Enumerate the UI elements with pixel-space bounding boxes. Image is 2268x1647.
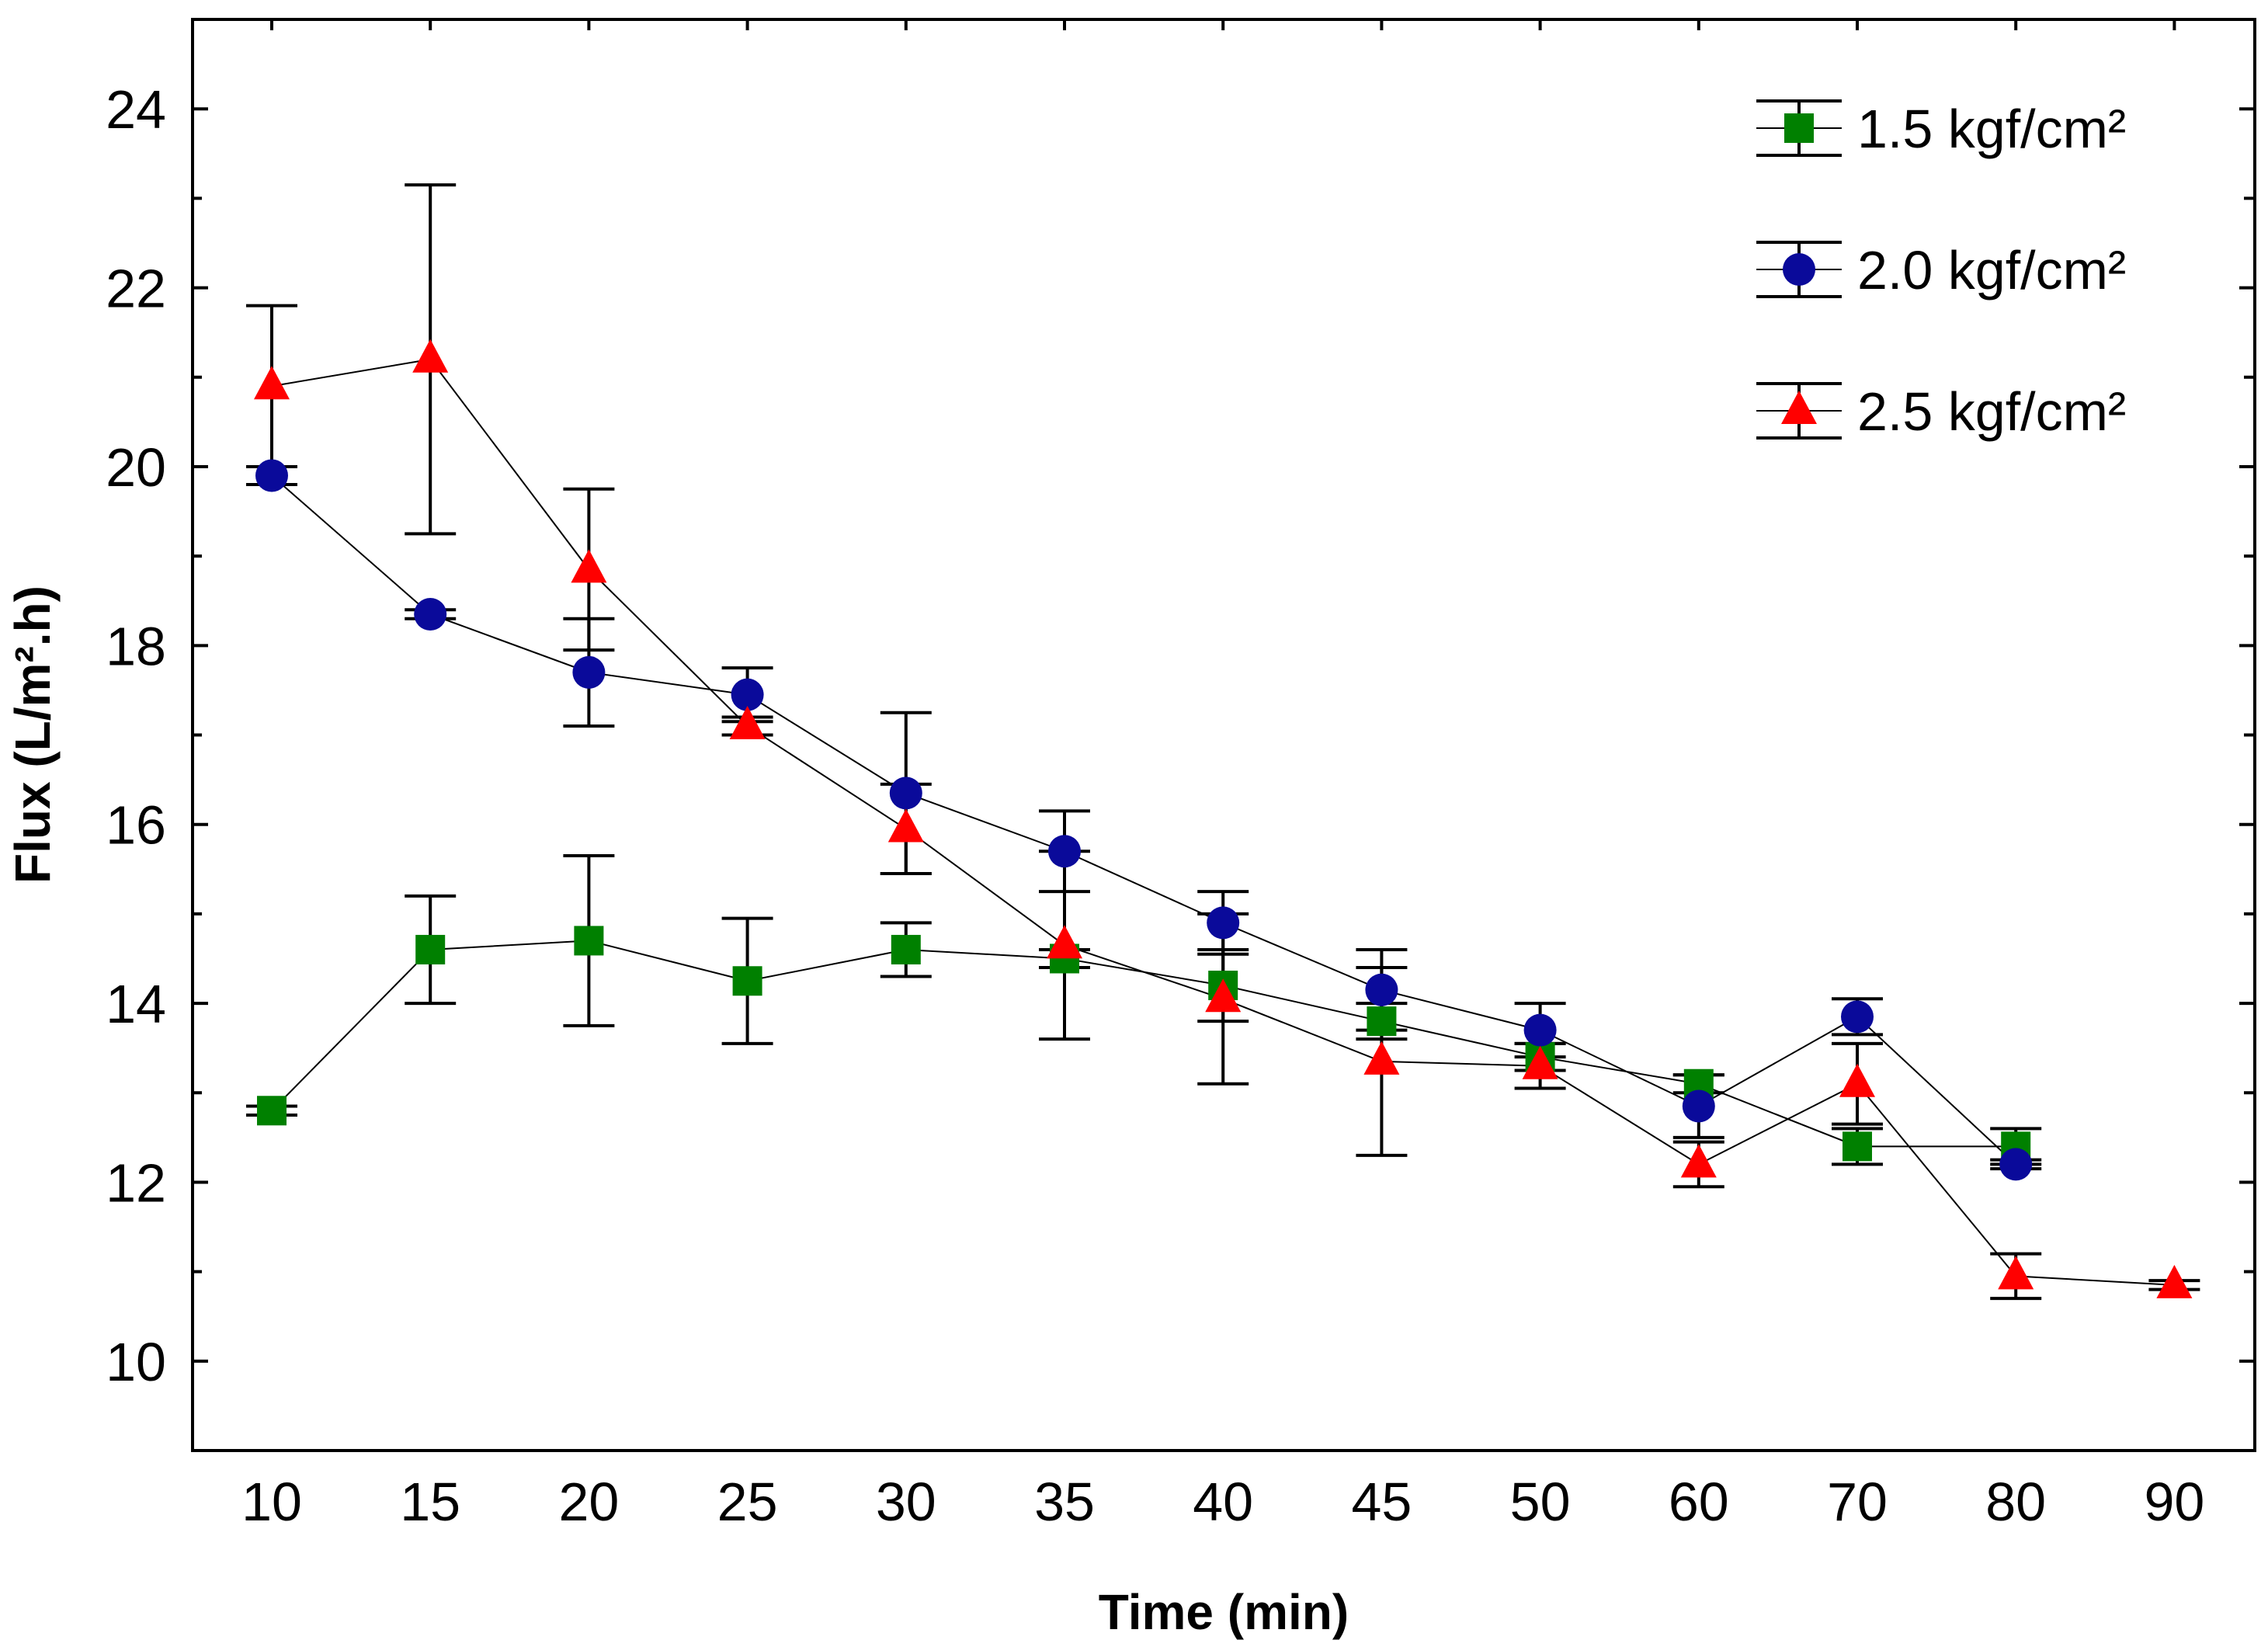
marker-1-5-kgf-cm-20 [574, 926, 604, 956]
marker-2-0-kgf-cm-25 [731, 678, 764, 711]
marker-1-5-kgf-cm-15 [415, 934, 446, 964]
marker-2-0-kgf-cm-45 [1365, 973, 1398, 1006]
legend-label-2-0-kgf-cm: 2.0 kgf/cm² [1857, 240, 2126, 301]
y-tick-label-18: 18 [106, 616, 166, 676]
y-tick-label-10: 10 [106, 1332, 166, 1392]
x-axis-title: Time (min) [1099, 1584, 1349, 1640]
marker-2-0-kgf-cm-50 [1523, 1013, 1557, 1047]
y-tick-label-14: 14 [106, 974, 166, 1034]
marker-2-0-kgf-cm-30 [889, 777, 922, 810]
marker-2-5-kgf-cm-35 [1047, 925, 1082, 959]
marker-2-0-kgf-cm-60 [1682, 1089, 1715, 1123]
y-tick-label-12: 12 [106, 1152, 166, 1213]
y-tick-label-20: 20 [106, 437, 166, 498]
marker-2-0-kgf-cm-15 [414, 597, 447, 631]
marker-1-5-kgf-cm-25 [732, 966, 762, 996]
x-tick-label-50: 50 [1510, 1472, 1571, 1532]
y-tick-label-24: 24 [106, 79, 166, 140]
marker-2-5-kgf-cm-30 [887, 808, 924, 843]
markers-layer [254, 339, 2193, 1298]
marker-2-5-kgf-cm-45 [1363, 1041, 1400, 1075]
marker-2-5-kgf-cm-25 [729, 705, 766, 739]
x-tick-label-45: 45 [1351, 1472, 1412, 1532]
marker-2-5-kgf-cm-50 [1522, 1045, 1558, 1079]
marker-1-5-kgf-cm-45 [1367, 1006, 1397, 1037]
legend-label-1-5-kgf-cm: 1.5 kgf/cm² [1857, 99, 2126, 159]
marker-2-5-kgf-cm-90 [2156, 1264, 2193, 1298]
legend-item-1-5-kgf-cm: 1.5 kgf/cm² [1756, 99, 2126, 159]
marker-2-0-kgf-cm-80 [1999, 1148, 2033, 1181]
legend-marker-2-5-kgf-cm [1781, 391, 1817, 424]
marker-2-5-kgf-cm-15 [412, 339, 449, 373]
legend-item-2-0-kgf-cm: 2.0 kgf/cm² [1756, 240, 2126, 301]
x-tick-label-30: 30 [876, 1472, 936, 1532]
x-tick-label-80: 80 [1985, 1472, 2046, 1532]
tick-labels-layer: 10 12 14 16 18 20 22 24 10 15 20 25 30 35 40 45 50 60 70 80… [106, 79, 2204, 1532]
x-tick-label-70: 70 [1827, 1472, 1888, 1532]
marker-2-0-kgf-cm-70 [1841, 1000, 1874, 1034]
marker-2-5-kgf-cm-80 [1998, 1256, 2034, 1290]
marker-2-5-kgf-cm-20 [571, 549, 607, 583]
y-tick-label-22: 22 [106, 259, 166, 319]
legend: 1.5 kgf/cm² 2.0 kgf/cm² 2.5 kgf/cm² [1756, 99, 2126, 442]
x-tick-label-90: 90 [2144, 1472, 2204, 1532]
marker-1-5-kgf-cm-70 [1843, 1131, 1872, 1162]
ticks-layer [193, 19, 2255, 1363]
legend-label-2-5-kgf-cm: 2.5 kgf/cm² [1857, 381, 2126, 442]
legend-marker-1-5-kgf-cm [1784, 113, 1814, 143]
legend-item-2-5-kgf-cm: 2.5 kgf/cm² [1756, 381, 2126, 442]
marker-2-0-kgf-cm-10 [255, 459, 288, 492]
marker-2-0-kgf-cm-20 [572, 655, 606, 689]
marker-2-5-kgf-cm-70 [1839, 1063, 1875, 1097]
marker-2-5-kgf-cm-10 [254, 366, 290, 400]
x-tick-label-10: 10 [241, 1472, 302, 1532]
x-tick-label-40: 40 [1193, 1472, 1253, 1532]
legend-marker-2-0-kgf-cm [1783, 253, 1815, 286]
y-axis-title: Flux (L/m².h) [5, 585, 61, 884]
marker-1-5-kgf-cm-30 [891, 934, 921, 964]
marker-2-0-kgf-cm-40 [1207, 906, 1240, 940]
series-line-2-0-kgf-cm [271, 474, 2016, 1166]
x-tick-label-35: 35 [1034, 1472, 1095, 1532]
marker-2-5-kgf-cm-60 [1680, 1144, 1717, 1178]
x-tick-label-15: 15 [400, 1472, 460, 1532]
x-tick-label-20: 20 [558, 1472, 619, 1532]
marker-2-0-kgf-cm-35 [1048, 835, 1081, 868]
marker-2-5-kgf-cm-40 [1205, 978, 1242, 1013]
x-tick-label-25: 25 [717, 1472, 778, 1532]
y-tick-label-16: 16 [106, 795, 166, 856]
x-tick-label-60: 60 [1669, 1472, 1729, 1532]
marker-1-5-kgf-cm-10 [257, 1096, 287, 1126]
